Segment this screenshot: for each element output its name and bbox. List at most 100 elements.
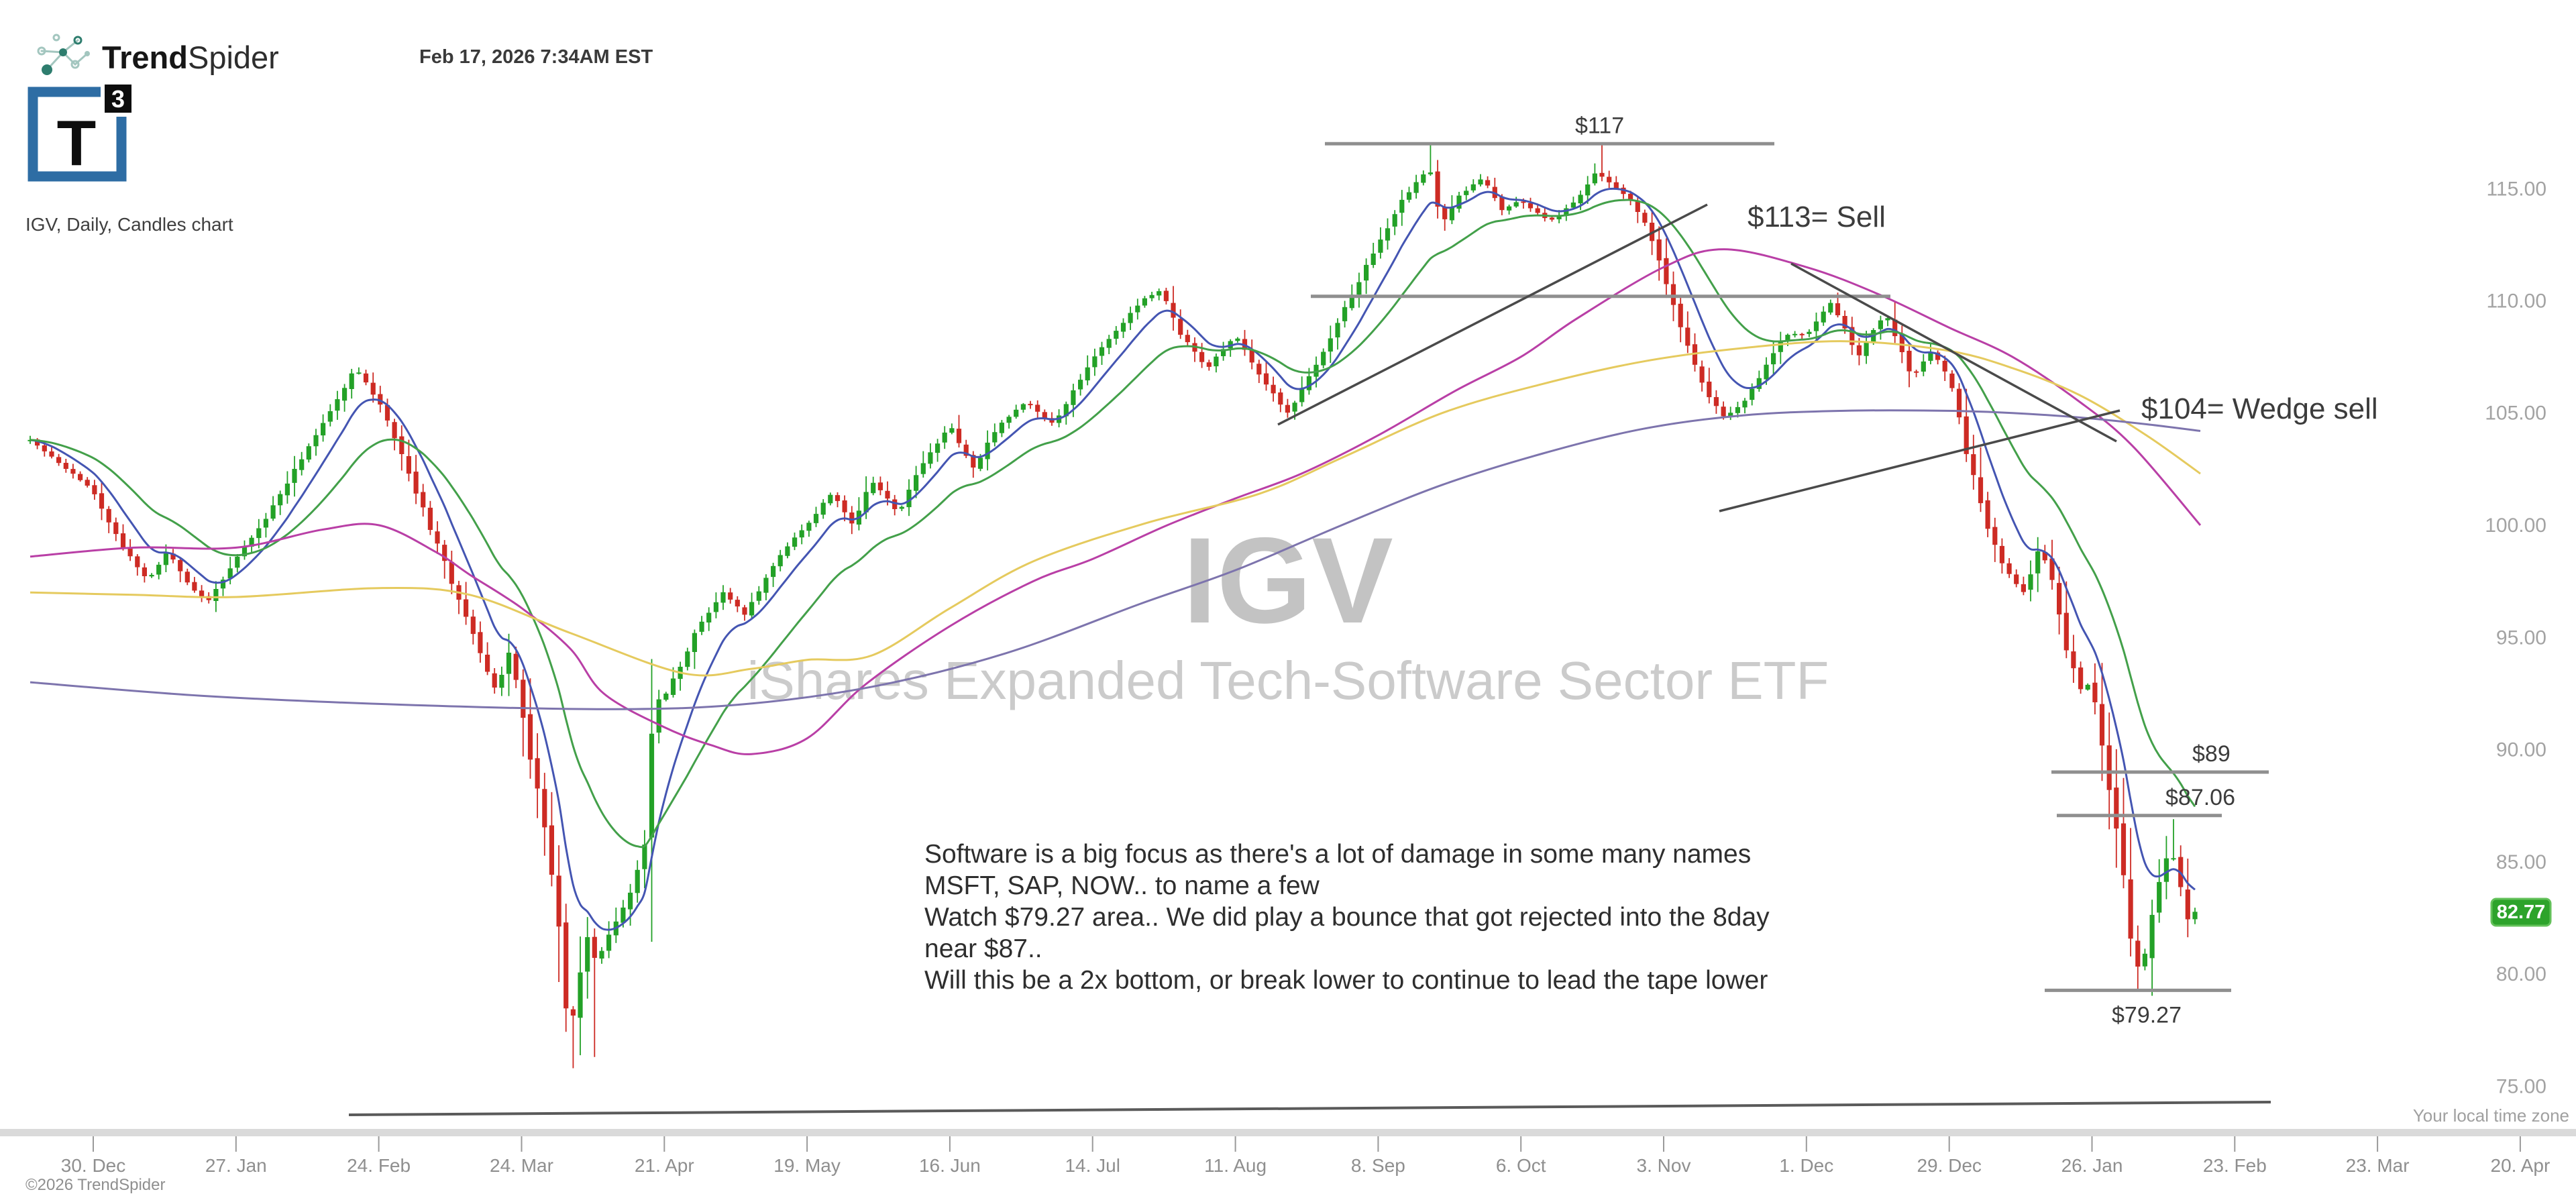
last-price-value: 82.77 — [2497, 902, 2546, 923]
candle-body — [1750, 388, 1755, 400]
candle-body — [127, 548, 133, 557]
candle-body — [892, 499, 898, 509]
candle-body — [478, 632, 483, 653]
candle-body — [1599, 172, 1605, 177]
candle-body — [756, 591, 761, 601]
candle-body — [406, 456, 411, 474]
price-label: 90.00 — [2496, 739, 2546, 761]
candle-body — [70, 469, 76, 474]
t3-logo: 3 T — [28, 80, 136, 182]
candle-body — [220, 580, 226, 589]
candle-body — [920, 463, 926, 474]
candle-body — [670, 678, 676, 695]
candle-body — [1478, 179, 1483, 184]
candle-body — [2014, 574, 2019, 584]
brand-trend: Trend — [102, 40, 188, 75]
candle-body — [270, 505, 276, 519]
candle-body — [549, 825, 554, 875]
price-label: 80.00 — [2496, 963, 2546, 985]
candle-body — [1835, 303, 1841, 315]
candle-body — [971, 455, 976, 468]
candle-body — [1778, 341, 1783, 352]
candle-body — [992, 432, 998, 443]
price-label: 105.00 — [2485, 402, 2546, 425]
candle-body — [2063, 612, 2069, 651]
long-support[interactable] — [348, 1101, 2271, 1116]
candle-body — [1813, 321, 1819, 331]
candle-body — [1578, 195, 1583, 204]
date-label: 1. Dec — [1779, 1155, 1833, 1176]
candle-body — [1035, 404, 1040, 412]
candle-body — [335, 399, 340, 411]
candle-body — [1785, 335, 1790, 341]
candle-body — [1078, 380, 1083, 390]
candle-body — [392, 422, 397, 439]
trendspider-logo-icon — [37, 34, 90, 75]
candle-body — [284, 483, 290, 496]
candle-body — [113, 522, 119, 535]
candle-body — [1685, 327, 1690, 346]
candle-body — [649, 733, 655, 838]
candle-body — [1328, 338, 1333, 352]
candle-body — [492, 673, 497, 688]
candlestick-series — [28, 144, 2198, 1069]
candle-body — [1399, 199, 1405, 213]
candle-body — [1507, 206, 1512, 211]
candle-body — [1464, 191, 1469, 195]
level-label: $79.27 — [2112, 1002, 2182, 1028]
candle-body — [621, 908, 626, 923]
time-axis-band[interactable] — [0, 1129, 2576, 1136]
candle-body — [2021, 584, 2026, 592]
t3-super: 3 — [111, 85, 125, 113]
commentary-line: MSFT, SAP, NOW.. to name a few — [924, 871, 1320, 900]
candle-body — [1992, 527, 1998, 545]
candle-body — [1470, 184, 1476, 191]
candle-body — [241, 547, 248, 557]
candle-body — [292, 469, 297, 483]
wedge-upper[interactable] — [1790, 262, 2117, 443]
candle-body — [692, 633, 697, 652]
last-price-badge: 82.77 — [2490, 898, 2552, 927]
candle-body — [1106, 339, 1112, 348]
candle-body — [278, 494, 283, 506]
commentary-line: Watch $79.27 area.. We did play a bounce… — [924, 903, 1770, 932]
candle-body — [2057, 583, 2062, 614]
candle-body — [2171, 858, 2176, 860]
date-label: 30. Dec — [61, 1155, 126, 1176]
sma-50-line — [30, 248, 2202, 755]
candle-body — [1799, 333, 1805, 335]
candle-body — [1771, 353, 1776, 365]
ema-8-line — [30, 187, 2196, 931]
candle-body — [2114, 787, 2119, 829]
drawing-annotations[interactable]: $117 $89 $87.06 $79.27 $113= Sell $104= Wedge… — [348, 113, 2378, 1116]
candle-body — [1435, 171, 1440, 207]
candle-body — [2078, 667, 2084, 690]
candle-body — [1535, 208, 1540, 213]
candle-body — [1956, 388, 1962, 418]
candle-body — [499, 675, 504, 688]
candle-body — [1592, 173, 1597, 184]
candle-body — [1385, 228, 1391, 241]
rising-sell-line[interactable] — [1277, 203, 1708, 426]
candle-body — [506, 653, 512, 674]
date-label: 23. Mar — [2346, 1155, 2410, 1176]
candle-body — [656, 699, 661, 733]
candle-body — [556, 875, 561, 927]
candle-body — [792, 537, 798, 547]
candle-body — [299, 459, 305, 470]
candle-body — [249, 537, 254, 547]
candle-body — [713, 602, 718, 612]
wedge-lower[interactable] — [1719, 409, 2121, 512]
annotation-text: $104= Wedge sell — [2141, 392, 2378, 425]
candle-body — [635, 869, 640, 893]
candle-body — [464, 599, 469, 617]
candle-body — [1321, 351, 1326, 366]
candle-body — [1199, 351, 1205, 362]
candle-body — [820, 502, 826, 515]
candle-body — [227, 568, 233, 579]
candle-body — [170, 553, 176, 560]
candle-body — [1721, 406, 1726, 417]
candle-body — [1871, 330, 1876, 343]
candle-body — [142, 567, 147, 576]
